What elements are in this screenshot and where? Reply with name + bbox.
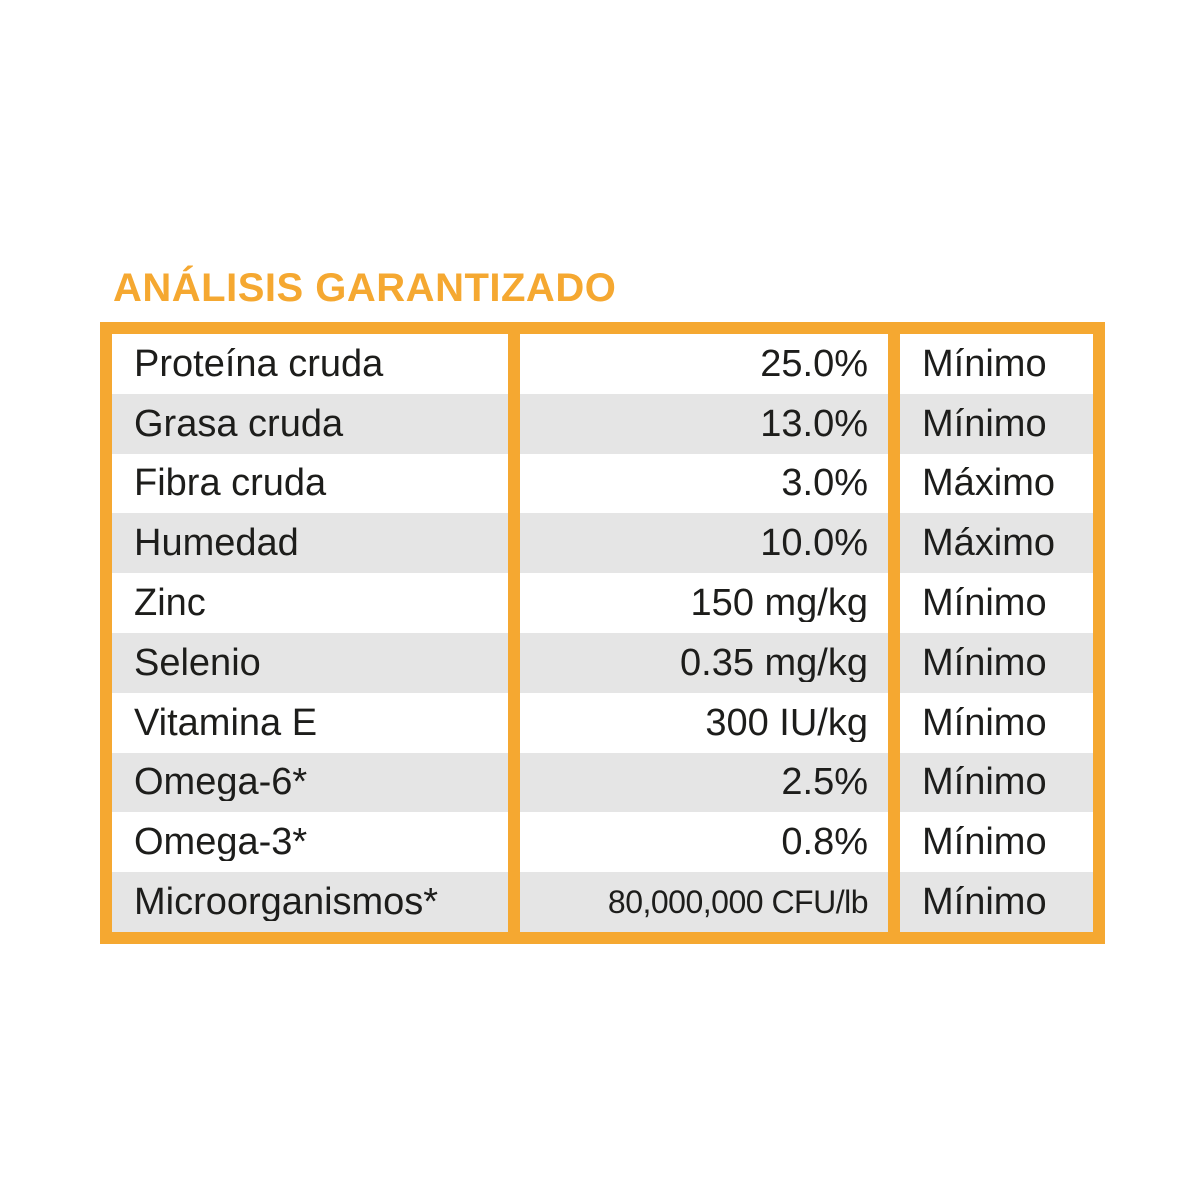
nutrient-qualifier-cell: Mínimo [922,703,1047,742]
column-divider [508,334,520,932]
nutrient-value-cell: 0.35 mg/kg [680,643,868,682]
nutrient-name-cell: Humedad [134,524,299,563]
nutrient-name-cell: Proteína cruda [134,344,384,383]
nutrient-value-cell: 2.5% [781,763,868,802]
nutrient-qualifier-cell: Máximo [922,464,1056,503]
nutrient-name-cell: Omega-3* [134,823,308,862]
nutrient-qualifier-cell: Mínimo [922,404,1047,443]
nutrient-qualifier-cell: Mínimo [922,643,1047,682]
table-body: Proteína cruda 25.0% Mínimo Grasa cruda … [112,334,1093,932]
nutrient-value-cell: 150 mg/kg [690,584,868,623]
guaranteed-analysis-table: Proteína cruda 25.0% Mínimo Grasa cruda … [100,322,1105,944]
table-row: Omega-3* 0.8% Mínimo [112,812,1093,873]
table-row: Vitamina E 300 IU/kg Mínimo [112,692,1093,753]
nutrient-name-cell: Grasa cruda [134,404,344,443]
nutrient-name-cell: Microorganismos* [134,883,439,922]
column-divider [888,334,900,932]
nutrient-value-cell: 25.0% [760,344,868,383]
nutrient-qualifier-cell: Mínimo [922,763,1047,802]
nutrient-name-cell: Selenio [134,643,261,682]
nutrient-qualifier-cell: Mínimo [922,344,1047,383]
table-row: Proteína cruda 25.0% Mínimo [112,334,1093,394]
nutrient-qualifier-cell: Mínimo [922,823,1047,862]
nutrient-value-cell: 80,000,000 CFU/lb [607,886,869,919]
nutrient-value-cell: 300 IU/kg [705,703,868,742]
table-row: Microorganismos* 80,000,000 CFU/lb Mínim… [112,872,1093,932]
nutrient-value-cell: 10.0% [760,524,868,563]
nutrient-value-cell: 3.0% [781,464,868,503]
table-row: Selenio 0.35 mg/kg Mínimo [112,632,1093,693]
table-row: Zinc 150 mg/kg Mínimo [112,573,1093,633]
nutrient-name-cell: Omega-6* [134,763,308,802]
table-row: Grasa cruda 13.0% Mínimo [112,393,1093,454]
nutrient-value-cell: 13.0% [760,404,868,443]
nutrient-name-cell: Vitamina E [134,703,318,742]
table-row: Omega-6* 2.5% Mínimo [112,752,1093,813]
table-row: Fibra cruda 3.0% Máximo [112,453,1093,514]
nutrient-name-cell: Fibra cruda [134,464,327,503]
nutrient-qualifier-cell: Mínimo [922,584,1047,623]
nutrient-value-cell: 0.8% [781,823,868,862]
nutrient-name-cell: Zinc [134,584,206,623]
nutrient-qualifier-cell: Máximo [922,524,1056,563]
table-row: Humedad 10.0% Máximo [112,513,1093,574]
guaranteed-analysis-title: ANÁLISIS GARANTIZADO [113,266,617,310]
nutrient-qualifier-cell: Mínimo [922,883,1047,922]
